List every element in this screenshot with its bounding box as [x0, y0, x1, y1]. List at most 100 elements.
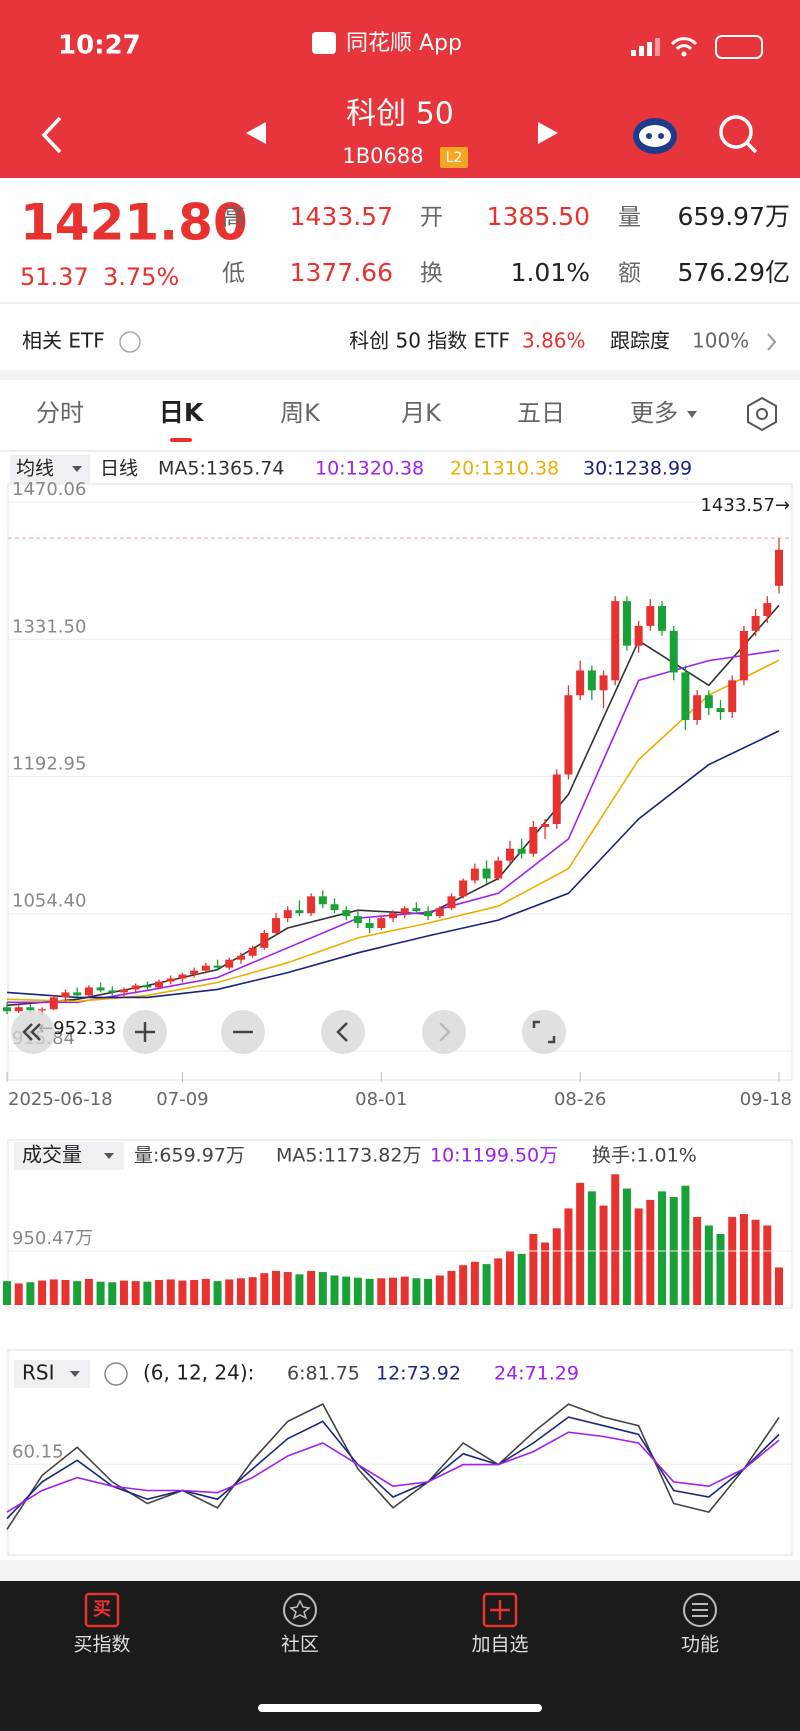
tab[interactable]: 月K — [401, 399, 442, 427]
volume-bar — [307, 1270, 316, 1305]
indicator-line — [6, 1416, 780, 1520]
field-value: 659.97万 — [678, 202, 790, 231]
help-icon[interactable] — [119, 331, 141, 353]
volume-bar — [599, 1205, 608, 1305]
divider — [0, 450, 800, 452]
indicator-line — [7, 649, 780, 1004]
selector-bg[interactable] — [14, 1142, 124, 1170]
app-icon — [312, 32, 336, 54]
selector[interactable]: 均线 — [16, 458, 54, 480]
candle-body — [155, 981, 164, 988]
selector[interactable]: RSI — [22, 1361, 55, 1385]
candle-body — [353, 916, 362, 924]
candle-body — [611, 601, 620, 681]
volume-bar — [166, 1279, 175, 1305]
volume-bar — [248, 1277, 257, 1305]
volume-bar — [459, 1265, 468, 1305]
volume-bar — [435, 1275, 444, 1305]
candle-body — [236, 955, 245, 960]
volume-bar — [155, 1280, 164, 1305]
step-right[interactable] — [422, 1010, 466, 1054]
code: 1B0688 — [342, 144, 423, 168]
badge: L2 — [446, 150, 463, 166]
nav-label[interactable]: 功能 — [681, 1634, 719, 1656]
field-label: 额 — [618, 261, 641, 287]
chevron — [767, 333, 777, 351]
tab[interactable]: 周K — [280, 399, 321, 427]
candle-body — [564, 695, 573, 775]
etf-name[interactable]: 科创 50 指数 ETF — [349, 329, 510, 353]
volume-bar — [318, 1272, 327, 1305]
field-value: 1.01% — [511, 258, 590, 287]
candle-body — [272, 918, 281, 933]
volume-bar — [763, 1225, 772, 1305]
candle-body — [763, 603, 772, 616]
nav-icon[interactable] — [84, 1592, 120, 1628]
step-left[interactable] — [321, 1010, 365, 1054]
volume-bar — [658, 1191, 667, 1305]
volume-bar — [119, 1280, 128, 1305]
candle-body — [307, 896, 316, 914]
divider — [0, 1560, 800, 1581]
volume-bar — [728, 1216, 737, 1305]
candle-body — [775, 549, 783, 586]
selector[interactable]: 成交量 — [22, 1143, 82, 1167]
volume-bar — [622, 1188, 631, 1305]
wifi-dot — [681, 51, 687, 57]
field-label: 换 — [420, 261, 443, 287]
volume-bar — [260, 1273, 269, 1305]
candle-body — [576, 670, 585, 696]
candle-body — [681, 672, 690, 720]
candle-body — [751, 615, 760, 631]
dropdown-arrow — [70, 1371, 80, 1377]
volume-bar — [611, 1174, 620, 1305]
tab[interactable]: 五日 — [517, 399, 565, 427]
candle-body — [225, 959, 234, 968]
candle-body — [318, 896, 327, 905]
field-value: 1385.50 — [487, 202, 590, 231]
candle-body — [435, 908, 444, 917]
divider — [0, 370, 800, 380]
help-icon[interactable] — [104, 1362, 128, 1386]
robot-icon[interactable] — [633, 118, 677, 154]
tab-active[interactable]: 日K — [159, 398, 205, 427]
nav-label[interactable]: 社区 — [281, 1634, 319, 1656]
volume-bar — [201, 1278, 210, 1305]
nav-label[interactable]: 加自选 — [471, 1634, 528, 1656]
dropdown-arrow — [104, 1153, 114, 1159]
volume-bar — [131, 1281, 140, 1305]
title: 科创 50 — [346, 97, 454, 132]
dropdown-arrow — [72, 466, 82, 472]
candle-body — [552, 774, 561, 824]
candle-body — [295, 910, 304, 914]
fullscreen[interactable] — [522, 1010, 566, 1054]
legend-entry: MA5:1173.82万 — [276, 1145, 421, 1167]
volume-bar — [470, 1261, 479, 1305]
tab[interactable]: 分时 — [36, 399, 84, 427]
nav-icon[interactable] — [482, 1592, 518, 1628]
legend-entry: 12:73.92 — [376, 1363, 461, 1385]
next-button[interactable] — [538, 122, 558, 144]
candle-body — [377, 918, 386, 929]
nav-label[interactable]: 买指数 — [73, 1634, 130, 1656]
volume-bar — [213, 1281, 222, 1305]
search-button[interactable] — [719, 115, 758, 154]
back-button[interactable] — [41, 116, 62, 154]
nav-icon[interactable] — [283, 1593, 317, 1627]
prev-button[interactable] — [246, 122, 266, 144]
settings-icon[interactable] — [747, 396, 777, 432]
candle-body — [178, 974, 187, 979]
volume-bar — [225, 1279, 234, 1305]
nav-icon[interactable] — [683, 1593, 717, 1627]
volume-bar — [365, 1278, 374, 1305]
volume-bar — [634, 1208, 643, 1305]
candle-body — [143, 985, 152, 988]
candle-body — [26, 1007, 35, 1011]
candle-body — [447, 896, 456, 909]
volume-bar — [424, 1278, 433, 1305]
tab[interactable]: 更多 — [630, 399, 678, 427]
plots: 915.841054.401192.951331.501470.062025-0… — [3, 458, 792, 1530]
nav-icon-text: 买 — [93, 1599, 111, 1620]
price-frame — [7, 483, 793, 1081]
